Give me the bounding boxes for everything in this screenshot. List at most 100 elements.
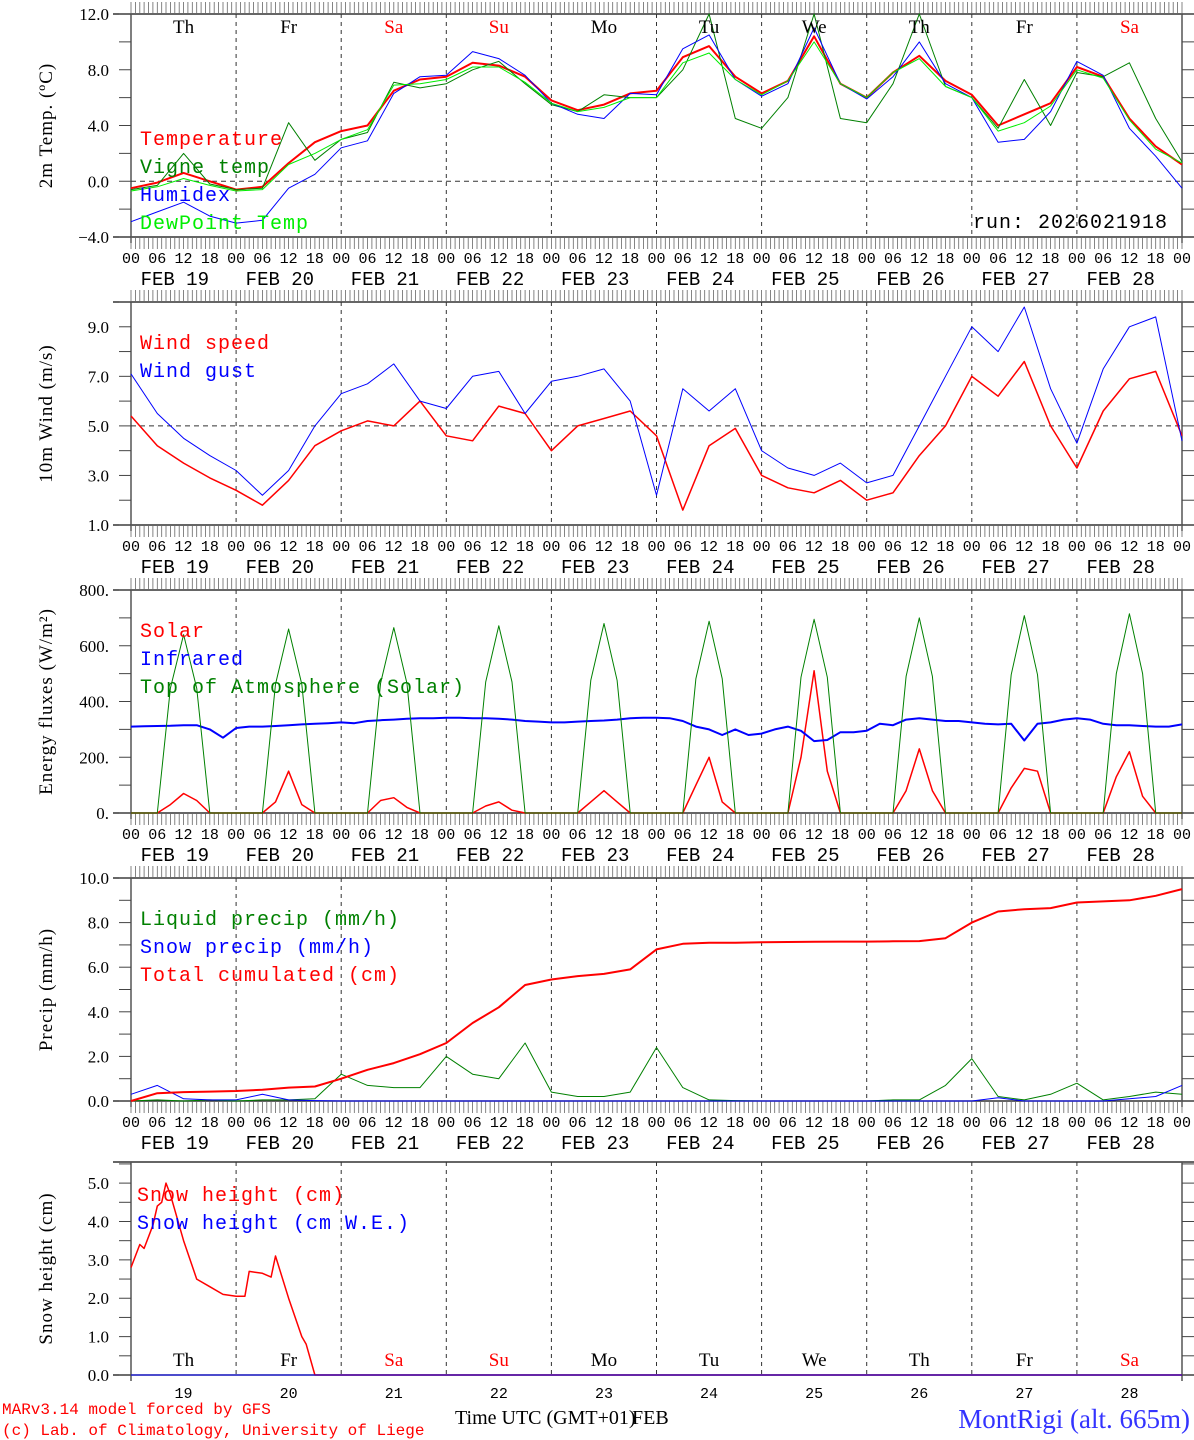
hour-label: 00 <box>647 1115 665 1132</box>
hour-label: 00 <box>647 539 665 556</box>
hour-label: 00 <box>332 251 350 268</box>
hour-label: 18 <box>621 827 639 844</box>
hour-label: 00 <box>542 251 560 268</box>
hour-label: 06 <box>358 827 376 844</box>
day-name: Mo <box>591 1350 617 1371</box>
y-tick-label: 4.0 <box>88 1212 109 1231</box>
hour-label: 12 <box>385 251 403 268</box>
legend-entry: Liquid precip (mm/h) <box>140 909 400 932</box>
hour-label: 00 <box>858 539 876 556</box>
hour-label: 06 <box>253 539 271 556</box>
date-label: FEB 26 <box>876 1133 944 1155</box>
hour-label: 12 <box>175 1115 193 1132</box>
hour-label: 18 <box>516 1115 534 1132</box>
hour-label: 12 <box>1015 827 1033 844</box>
hour-label: 12 <box>490 539 508 556</box>
hour-label: 00 <box>332 1115 350 1132</box>
date-label: FEB 27 <box>981 1133 1049 1155</box>
hour-label: 00 <box>437 1115 455 1132</box>
hour-label: 18 <box>831 1115 849 1132</box>
y-tick-label: 0.0 <box>88 1092 109 1111</box>
hour-label: 06 <box>884 827 902 844</box>
date-label: FEB 22 <box>456 557 524 579</box>
y-axis-title: Energy fluxes (W/m²) <box>36 608 57 795</box>
date-label: FEB 26 <box>876 269 944 291</box>
hour-label: 06 <box>148 251 166 268</box>
date-label: FEB 22 <box>456 269 524 291</box>
legend-entry: Wind speed <box>140 333 270 356</box>
y-axis-title: Snow height (cm) <box>36 1192 57 1344</box>
legend-entry: DewPoint Temp <box>140 213 309 236</box>
y-axis-title: 2m Temp. (ºC) <box>36 63 57 188</box>
hour-label: 12 <box>1120 539 1138 556</box>
hour-label: 18 <box>411 1115 429 1132</box>
hour-label: 06 <box>148 1115 166 1132</box>
hour-label: 18 <box>831 251 849 268</box>
y-tick-label: 600. <box>79 637 109 656</box>
hour-label: 06 <box>674 539 692 556</box>
legend-entry: Snow height (cm W.E.) <box>137 1213 410 1236</box>
series-line-wind-gust <box>130 306 1183 496</box>
hour-label: 18 <box>937 539 955 556</box>
day-name: Th <box>173 1350 195 1371</box>
hour-label: 06 <box>779 539 797 556</box>
date-label: FEB 25 <box>771 845 839 867</box>
x-axis-title-overlap: FEB <box>632 1407 669 1429</box>
hour-label: 18 <box>306 251 324 268</box>
hour-label: 00 <box>227 251 245 268</box>
day-name: Fr <box>280 1350 298 1371</box>
hour-label: 18 <box>201 251 219 268</box>
hour-label: 12 <box>595 251 613 268</box>
panel-snow: 5.0 4.0 3.0 2.0 1.0 0.0 Snow height (cm) Snow h… <box>36 1161 1194 1403</box>
hour-label: 12 <box>595 827 613 844</box>
y-tick-label: 800. <box>79 581 109 600</box>
day-number: 21 <box>385 1386 403 1403</box>
hour-label: 12 <box>385 539 403 556</box>
series-line-wind-speed <box>130 360 1183 511</box>
panel-wind: 9.0 7.0 5.0 3.0 1.0 10m Wind (m/s) Wind speed W… <box>36 290 1194 579</box>
date-label: FEB 21 <box>351 1133 419 1155</box>
legend-entry: Humidex <box>140 185 231 208</box>
hour-label: 18 <box>411 539 429 556</box>
day-name: Su <box>489 17 510 38</box>
legend-entry: Snow precip (mm/h) <box>140 937 374 960</box>
date-label: FEB 26 <box>876 845 944 867</box>
hour-label: 06 <box>989 827 1007 844</box>
hour-label: 00 <box>1068 251 1086 268</box>
day-name: Fr <box>1016 1350 1034 1371</box>
hour-label: 00 <box>437 827 455 844</box>
y-tick-label: 5.0 <box>88 1174 109 1193</box>
y-tick-label: 4.0 <box>88 117 109 136</box>
hour-label: 06 <box>674 1115 692 1132</box>
y-tick-label: 2.0 <box>88 1289 109 1308</box>
date-label: FEB 22 <box>456 845 524 867</box>
hour-label: 06 <box>989 539 1007 556</box>
hour-label: 18 <box>937 827 955 844</box>
hour-label: 06 <box>674 251 692 268</box>
day-number: 24 <box>700 1386 718 1403</box>
hour-label: 18 <box>411 251 429 268</box>
hour-label: 00 <box>542 827 560 844</box>
y-tick-label: 200. <box>79 748 109 767</box>
hour-label: 06 <box>358 539 376 556</box>
y-axis-title: Precip (mm/h) <box>36 928 57 1051</box>
hour-label: 00 <box>227 827 245 844</box>
hour-label: 00 <box>1173 827 1191 844</box>
hour-label: 06 <box>464 251 482 268</box>
date-label: FEB 24 <box>666 269 734 291</box>
date-label: FEB 27 <box>981 269 1049 291</box>
hour-label: 18 <box>306 1115 324 1132</box>
date-label: FEB 20 <box>246 1133 314 1155</box>
hour-label: 00 <box>332 827 350 844</box>
day-number: 27 <box>1015 1386 1033 1403</box>
day-name: Sa <box>1120 1350 1140 1371</box>
series-line-liquid-precip-mm-h- <box>130 1042 1183 1102</box>
hour-label: 18 <box>201 539 219 556</box>
hour-label: 06 <box>779 827 797 844</box>
hour-label: 18 <box>831 827 849 844</box>
date-label: FEB 21 <box>351 557 419 579</box>
hour-label: 00 <box>332 539 350 556</box>
series-line-snow-height-cm- <box>130 1182 1182 1376</box>
date-label: FEB 21 <box>351 845 419 867</box>
series-line-total-cumulated-cm- <box>130 888 1183 1102</box>
